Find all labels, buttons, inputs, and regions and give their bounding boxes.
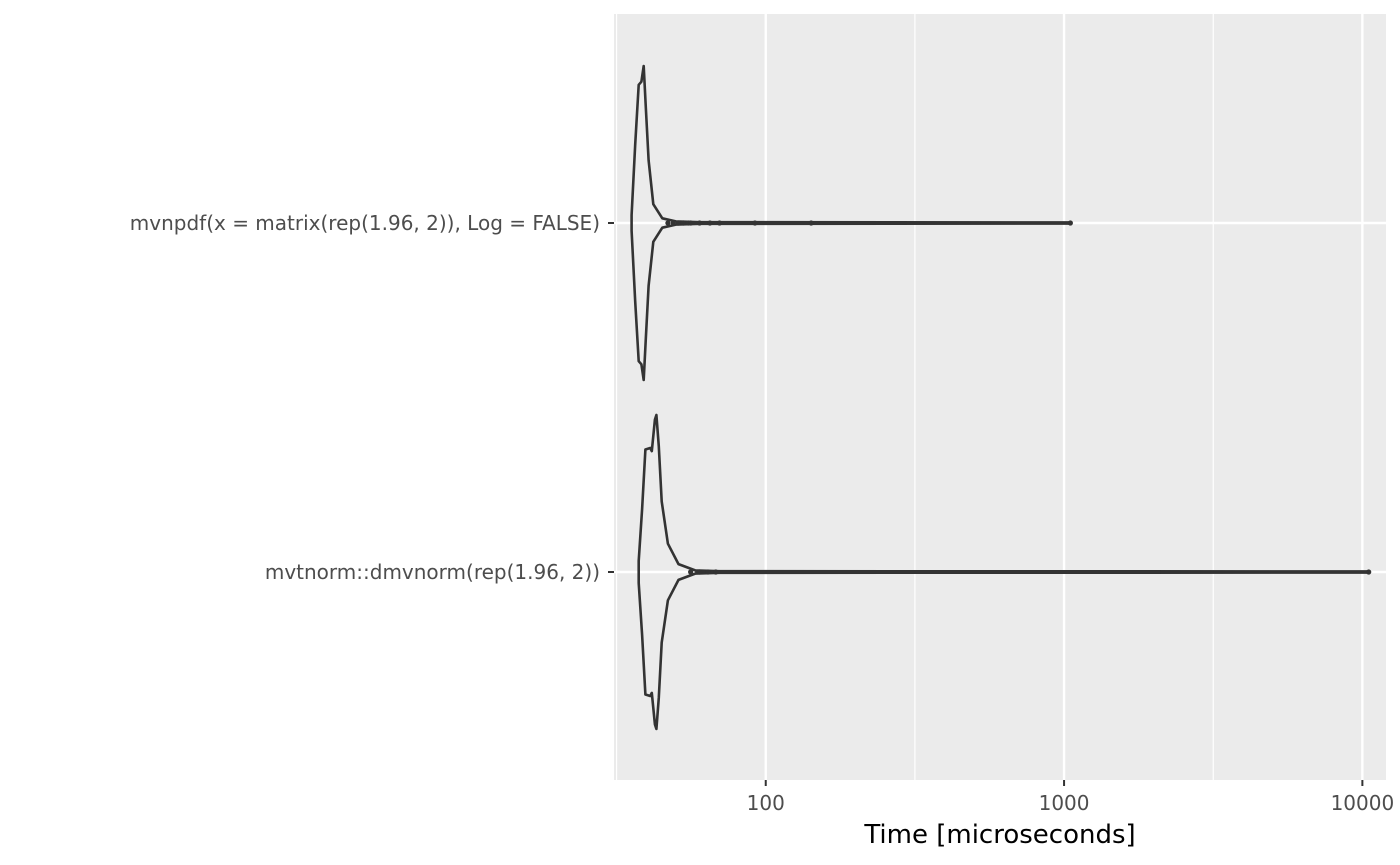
y-tick-label: mvtnorm::dmvnorm(rep(1.96, 2)) — [265, 560, 600, 584]
outlier-point — [696, 569, 703, 575]
outlier-point — [688, 220, 694, 226]
minor-gridlines — [615, 14, 1214, 780]
outlier-point — [670, 220, 676, 226]
outlier-point — [1366, 569, 1372, 575]
x-axis: 100 1000 10000 — [747, 780, 1395, 815]
outlier-point — [808, 220, 814, 226]
outlier-point — [680, 220, 687, 226]
outlier-point — [752, 220, 758, 226]
outlier-point — [688, 569, 694, 575]
outlier-point — [707, 220, 713, 226]
outlier-point — [696, 220, 703, 226]
x-axis-title: Time [microseconds] — [863, 820, 1135, 850]
outlier-point — [716, 220, 723, 226]
outlier-point — [665, 220, 671, 226]
outlier-point — [1067, 220, 1073, 226]
x-tick-label: 10000 — [1331, 791, 1395, 815]
y-axis: mvnpdf(x = matrix(rep(1.96, 2)), Log = F… — [130, 211, 614, 584]
x-tick-label: 100 — [747, 791, 785, 815]
outlier-point — [713, 569, 719, 575]
plot-panel — [614, 14, 1386, 780]
outlier-point — [705, 569, 711, 575]
x-tick-label: 1000 — [1039, 791, 1090, 815]
outlier-point — [675, 220, 682, 226]
violins — [630, 64, 1372, 731]
y-tick-label: mvnpdf(x = matrix(rep(1.96, 2)), Log = F… — [130, 211, 600, 235]
